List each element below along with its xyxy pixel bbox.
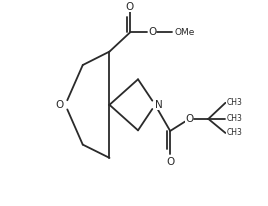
Text: O: O — [126, 2, 134, 12]
Text: O: O — [185, 114, 193, 124]
Text: CH3: CH3 — [226, 114, 242, 123]
Text: O: O — [55, 100, 64, 110]
Text: CH3: CH3 — [226, 98, 242, 107]
Text: N: N — [155, 100, 163, 110]
Text: O: O — [148, 27, 156, 37]
Text: O: O — [166, 157, 174, 167]
Text: CH3: CH3 — [226, 129, 242, 137]
Text: OMe: OMe — [174, 28, 195, 37]
